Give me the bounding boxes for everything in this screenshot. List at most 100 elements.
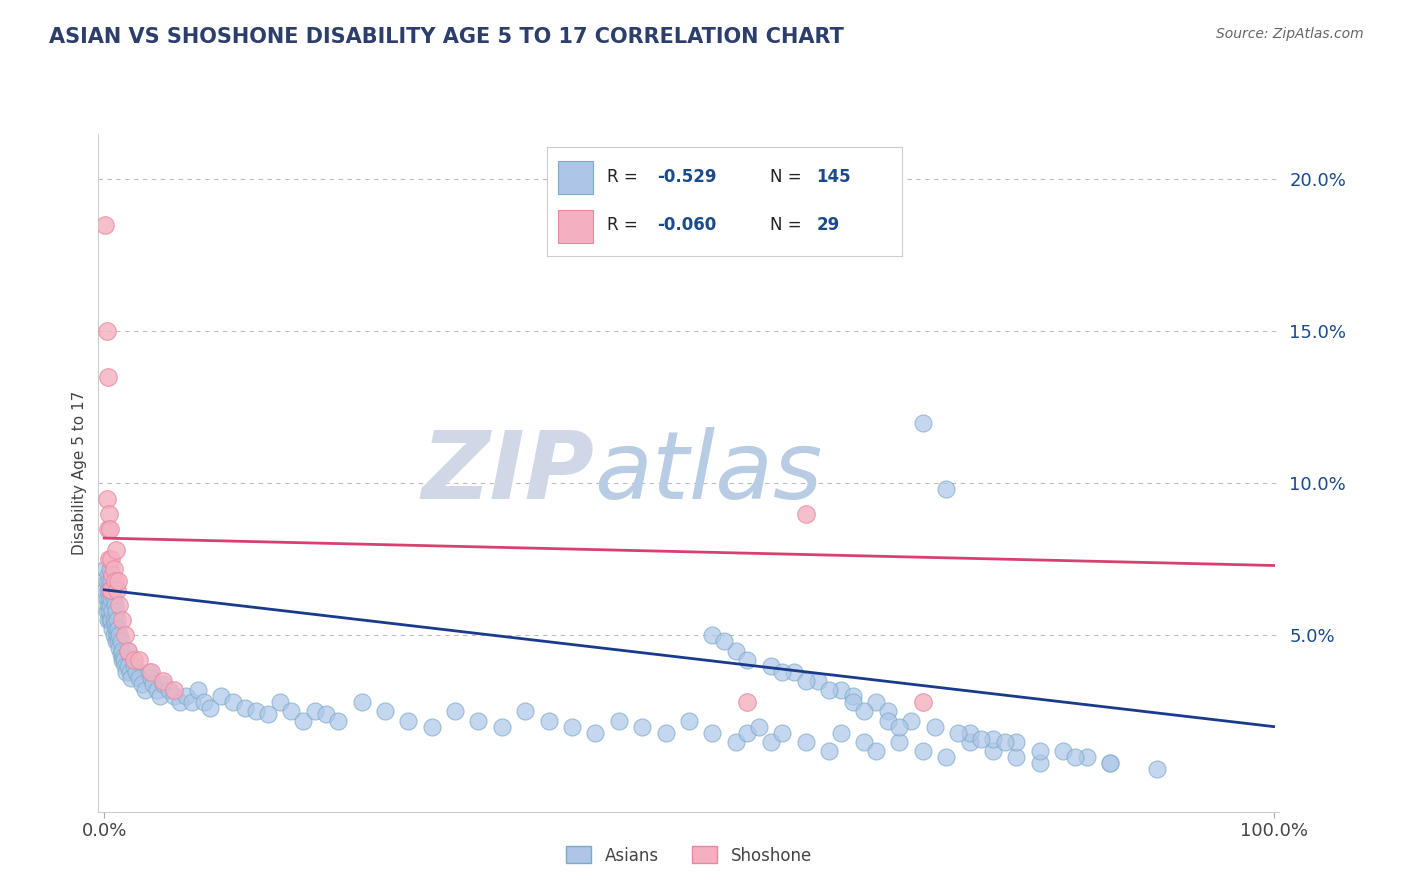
Point: [101, 604, 124, 618]
Point: [1098, 756, 1121, 770]
Point: [97, 598, 120, 612]
Point: [396, 714, 419, 728]
Point: [98, 613, 121, 627]
Point: [1005, 735, 1028, 749]
Point: [139, 671, 162, 685]
Point: [97, 604, 120, 618]
Point: [117, 658, 139, 673]
Point: [105, 628, 128, 642]
Point: [959, 735, 981, 749]
Point: [104, 634, 127, 648]
Point: [970, 731, 993, 746]
Point: [724, 735, 747, 749]
Point: [491, 720, 513, 734]
Point: [607, 714, 630, 728]
Point: [748, 720, 770, 734]
Point: [115, 665, 138, 679]
Point: [97, 370, 120, 384]
Point: [759, 658, 782, 673]
Point: [374, 705, 396, 719]
Point: [280, 705, 302, 719]
Point: [233, 701, 256, 715]
Point: [181, 695, 204, 709]
Point: [105, 582, 128, 597]
Point: [783, 665, 806, 679]
Point: [114, 628, 136, 642]
Point: [631, 720, 654, 734]
Point: [131, 677, 153, 691]
Point: [100, 591, 122, 606]
Point: [157, 683, 180, 698]
Point: [98, 582, 121, 597]
Point: [122, 653, 145, 667]
Point: [853, 735, 876, 749]
Point: [981, 744, 1004, 758]
Point: [911, 744, 934, 758]
Point: [96, 604, 118, 618]
Point: [97, 613, 120, 627]
Point: [841, 695, 863, 709]
Point: [830, 683, 852, 698]
Point: [537, 714, 560, 728]
Point: [94, 582, 117, 597]
Point: [149, 689, 172, 703]
Point: [935, 750, 957, 764]
Point: [467, 714, 489, 728]
Point: [1076, 750, 1098, 764]
Point: [994, 735, 1017, 749]
Point: [841, 689, 863, 703]
Point: [794, 673, 817, 688]
Point: [818, 744, 841, 758]
Point: [122, 658, 145, 673]
Point: [111, 643, 134, 657]
Point: [209, 689, 232, 703]
Point: [103, 613, 125, 627]
Point: [104, 604, 127, 618]
Point: [97, 522, 120, 536]
Point: [101, 582, 124, 597]
Point: [900, 714, 922, 728]
Point: [830, 725, 852, 739]
Point: [101, 567, 124, 582]
Point: [981, 731, 1004, 746]
Point: [111, 653, 134, 667]
Point: [759, 735, 782, 749]
Point: [702, 725, 724, 739]
Point: [97, 582, 120, 597]
Point: [120, 671, 142, 685]
Point: [1063, 750, 1085, 764]
Point: [1146, 762, 1168, 776]
Point: [112, 653, 135, 667]
Point: [806, 673, 828, 688]
Point: [1005, 750, 1028, 764]
Point: [108, 598, 131, 612]
Y-axis label: Disability Age 5 to 17: Disability Age 5 to 17: [72, 391, 87, 555]
Point: [583, 725, 606, 739]
Point: [103, 561, 125, 575]
Point: [1052, 744, 1074, 758]
Point: [108, 640, 131, 655]
Point: [724, 643, 747, 657]
Point: [193, 695, 215, 709]
Point: [97, 567, 120, 582]
Point: [865, 695, 887, 709]
Text: ZIP: ZIP: [422, 426, 595, 519]
Point: [111, 649, 134, 664]
Point: [865, 744, 887, 758]
Point: [818, 683, 841, 698]
Point: [198, 701, 221, 715]
Point: [98, 598, 121, 612]
Point: [169, 695, 191, 709]
Point: [100, 574, 122, 588]
Point: [772, 665, 794, 679]
Legend: Asians, Shoshone: Asians, Shoshone: [560, 839, 818, 871]
Point: [96, 325, 118, 339]
Point: [737, 695, 759, 709]
Point: [444, 705, 467, 719]
Point: [128, 671, 150, 685]
Point: [946, 725, 969, 739]
Point: [257, 707, 280, 722]
Point: [107, 623, 129, 637]
Point: [117, 643, 139, 657]
Point: [97, 574, 120, 588]
